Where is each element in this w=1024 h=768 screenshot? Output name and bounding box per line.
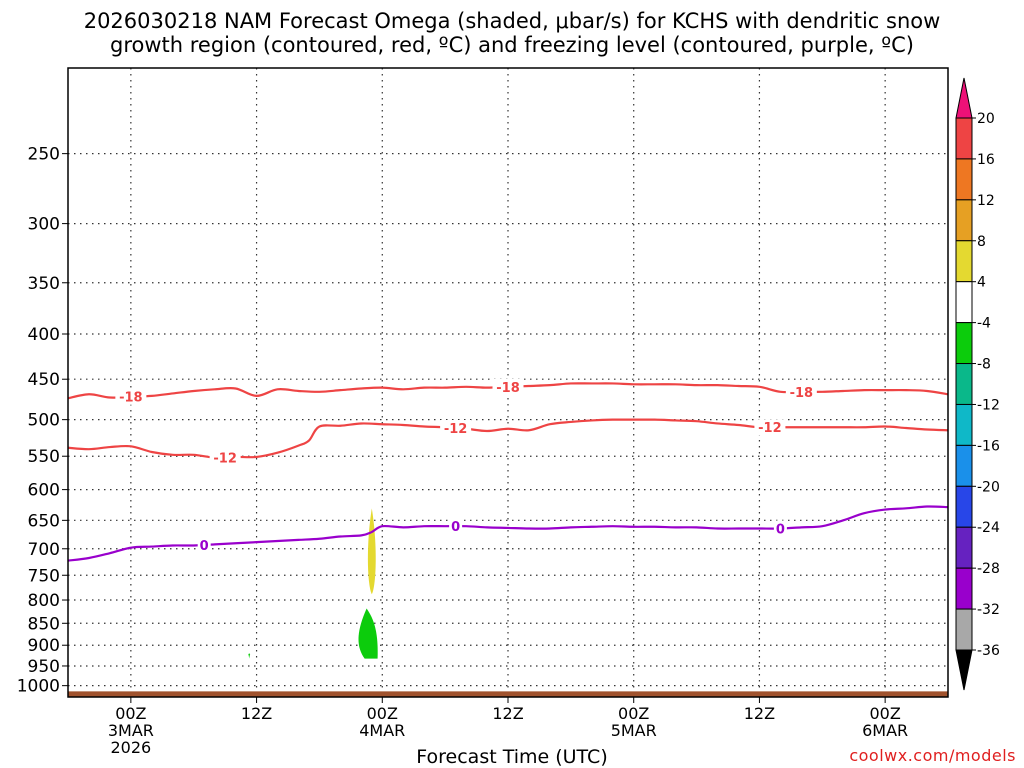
contour-label-bg-1-1: [440, 419, 472, 436]
colorbar-segment-2: [955, 158, 973, 201]
colorbar-segment-4: [955, 240, 973, 283]
contour-label-0-1: -18: [496, 381, 520, 396]
colorbar-label-9: -20: [977, 479, 1000, 495]
y-tick-label-1000: 1000: [17, 677, 60, 697]
colorbar-segment-5: [955, 281, 973, 324]
y-tick-label-250: 250: [28, 145, 60, 165]
plot-frame: [67, 67, 949, 698]
x-tick-label-6-0: 00Z: [115, 704, 146, 723]
colorbar-label-12: -32: [977, 602, 1000, 618]
contour-label-bg-0-1: [492, 378, 524, 395]
contour-label-0-2: -18: [790, 386, 814, 401]
x-tick-label-66-0: 12Z: [744, 704, 775, 723]
omega-shading-layer: [248, 508, 378, 659]
x-tick-label-30-0: 00Z: [367, 704, 398, 723]
contour-layer: -18 -18 -18 -12 -12 -12 0 0 0: [67, 378, 949, 562]
colorbar-segment-12: [955, 567, 973, 610]
colorbar-label-0: 20: [977, 111, 995, 127]
colorbar-segment-9: [955, 444, 973, 487]
colorbar-label-4: 4: [977, 275, 986, 291]
colorbar-label-1: 16: [977, 152, 995, 168]
colorbar-label-11: -28: [977, 561, 1000, 577]
contour-line-2: [67, 505, 949, 562]
contour-label-bg-1-2: [754, 419, 786, 436]
colorbar-segment-10: [955, 485, 973, 528]
colorbar-label-7: -12: [977, 397, 1000, 413]
colorbar-label-2: 12: [977, 193, 995, 209]
y-tick-label-350: 350: [28, 274, 60, 294]
axis-layer: 2503003504004505005506006507007508008509…: [17, 67, 949, 757]
x-tick-label-6-2: 2026: [110, 738, 151, 757]
y-tick-label-600: 600: [28, 481, 60, 501]
x-tick-label-42-0: 12Z: [492, 704, 523, 723]
colorbar-triangle-bottom: [955, 649, 973, 691]
y-tick-label-900: 900: [28, 636, 60, 656]
y-tick-label-400: 400: [28, 325, 60, 345]
contour-label-bg-2-0: [197, 536, 211, 553]
chart-title-line-1: 2026030218 NAM Forecast Omega (shaded, μ…: [83, 9, 941, 33]
contour-label-2-0: 0: [200, 539, 209, 554]
x-axis-label: Forecast Time (UTC): [416, 746, 608, 768]
colorbar-label-3: 8: [977, 234, 986, 250]
colorbar-label-10: -24: [977, 520, 1000, 536]
ground-strip: [68, 691, 948, 697]
contour-label-bg-2-1: [449, 518, 463, 535]
colorbar-segment-13: [955, 608, 973, 651]
y-tick-label-850: 850: [28, 614, 60, 634]
colorbar-segment-3: [955, 199, 973, 242]
omega-region-1: [358, 608, 378, 659]
colorbar-label-5: -4: [977, 316, 991, 332]
x-tick-label-18-0: 12Z: [241, 704, 272, 723]
colorbar-label-6: -8: [977, 357, 991, 373]
y-tick-label-700: 700: [28, 540, 60, 560]
contour-label-2-2: 0: [776, 523, 785, 538]
colorbar-segment-1: [955, 117, 973, 160]
omega-region-0: [367, 508, 376, 595]
colorbar-segment-11: [955, 526, 973, 569]
colorbar-label-13: -36: [977, 643, 1000, 659]
x-tick-label-6-1: 3MAR: [108, 721, 154, 740]
colorbar-label-8: -16: [977, 438, 1000, 454]
contour-label-bg-2-2: [773, 520, 787, 537]
x-tick-label-54-0: 00Z: [618, 704, 649, 723]
colorbar-triangle-top: [955, 77, 973, 119]
y-tick-label-650: 650: [28, 511, 60, 531]
grid-layer: [68, 68, 948, 697]
y-tick-label-450: 450: [28, 370, 60, 390]
contour-label-0-0: -18: [119, 391, 143, 406]
colorbar-segment-6: [955, 322, 973, 365]
y-tick-label-550: 550: [28, 447, 60, 467]
contour-line-1: [67, 418, 949, 459]
contour-label-2-1: 0: [451, 520, 460, 535]
y-tick-label-950: 950: [28, 657, 60, 677]
contour-label-bg-0-0: [115, 388, 147, 405]
colorbar: 20 16 12 8 4 -4 -8 -12 -16 -20 -24 -28 -32 -36: [955, 77, 1000, 691]
contour-label-1-0: -12: [213, 451, 237, 466]
ground-layer: [68, 691, 948, 697]
contour-label-bg-1-0: [209, 449, 241, 466]
y-tick-label-800: 800: [28, 591, 60, 611]
x-tick-label-54-1: 5MAR: [611, 721, 657, 740]
y-tick-label-500: 500: [28, 411, 60, 431]
y-tick-label-750: 750: [28, 566, 60, 586]
x-tick-label-30-1: 4MAR: [359, 721, 405, 740]
x-tick-label-78-1: 6MAR: [862, 721, 908, 740]
colorbar-segment-7: [955, 363, 973, 405]
contour-label-1-1: -12: [444, 422, 468, 437]
chart-title-line-2: growth region (contoured, red, ºC) and f…: [110, 33, 914, 57]
contour-label-bg-0-2: [785, 383, 817, 400]
colorbar-segment-8: [955, 403, 973, 446]
contour-label-1-2: -12: [758, 421, 782, 436]
y-tick-label-300: 300: [28, 215, 60, 235]
omega-region-2: [248, 653, 251, 659]
x-tick-label-78-0: 00Z: [869, 704, 900, 723]
credit-link[interactable]: coolwx.com/models: [849, 746, 1016, 765]
